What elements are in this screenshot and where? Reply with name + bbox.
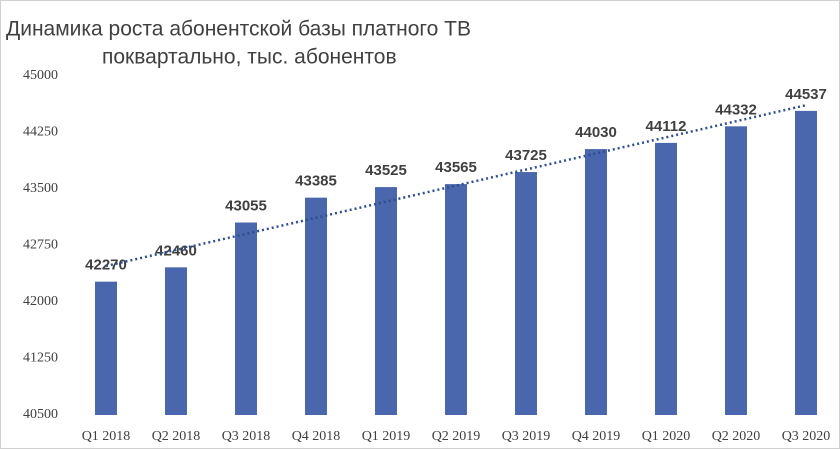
bar [725, 126, 747, 416]
x-tick-label: Q1 2019 [362, 429, 411, 444]
bar [515, 172, 537, 415]
bar [165, 267, 187, 415]
bar [585, 149, 607, 415]
value-label: 43525 [365, 162, 407, 179]
bar [95, 281, 117, 415]
bar [305, 197, 327, 415]
x-tick-label: Q1 2018 [82, 429, 131, 444]
y-tick-label: 40500 [23, 407, 58, 422]
x-tick-label: Q3 2018 [222, 429, 271, 444]
y-tick-label: 45000 [23, 68, 58, 83]
x-tick-label: Q2 2018 [152, 429, 201, 444]
value-label: 44112 [646, 118, 687, 135]
y-tick-label: 42750 [23, 238, 58, 253]
x-tick-label: Q1 2020 [642, 429, 691, 444]
x-tick-label: Q2 2019 [432, 429, 481, 444]
bar [375, 187, 397, 415]
x-tick-label: Q4 2018 [292, 429, 341, 444]
bar [795, 110, 817, 415]
y-tick-label: 44250 [23, 125, 58, 140]
bar [445, 184, 467, 415]
chart-subtitle: поквартально, тыс. абонентов [102, 46, 397, 69]
y-tick-label: 43500 [23, 181, 58, 196]
value-label: 43565 [435, 159, 477, 176]
value-label: 43725 [505, 147, 547, 164]
x-tick-label: Q4 2019 [572, 429, 621, 444]
y-tick-label: 42000 [23, 294, 58, 309]
bar [655, 142, 677, 415]
x-tick-label: Q3 2019 [502, 429, 551, 444]
value-label: 43385 [295, 173, 337, 190]
x-tick-label: Q2 2020 [712, 429, 761, 444]
value-label: 43055 [225, 197, 267, 214]
y-tick-label: 41250 [23, 351, 58, 366]
value-label: 44332 [715, 101, 757, 118]
x-tick-label: Q3 2020 [782, 429, 831, 444]
bar [235, 222, 257, 415]
value-label: 44030 [575, 124, 617, 141]
value-label: 44537 [785, 86, 827, 103]
chart-title: Динамика роста абонентской базы платного… [6, 18, 471, 41]
